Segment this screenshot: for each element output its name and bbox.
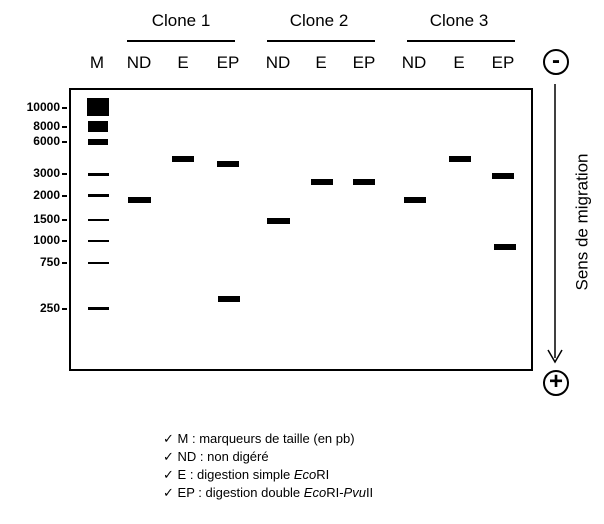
size-label-3000: 3000 [33,166,60,180]
size-label-2000: 2000 [33,188,60,202]
band-clone2-nd [267,218,290,224]
size-label-10000: 10000 [26,100,60,114]
band-marker-6000 [88,139,108,145]
clone-1-bracket [127,40,235,42]
band-clone3-nd [404,197,426,203]
band-marker-250 [88,307,109,310]
size-tick-750 [62,262,67,264]
band-marker-1500 [88,219,109,221]
lane-label-clone1-e: E [177,53,189,72]
size-label-8000: 8000 [33,119,60,133]
size-tick-10000 [62,107,67,109]
band-clone2-e [311,179,333,185]
size-tick-3000 [62,173,67,175]
band-clone1-nd [128,197,151,203]
clone-1-title: Clone 1 [151,11,211,30]
gel [69,88,533,371]
lane-label-clone2-nd: ND [265,53,291,72]
band-clone3-ep-large [492,173,514,179]
clone-3-title: Clone 3 [429,11,489,30]
lane-label-clone2-e: E [315,53,327,72]
lane-label-clone3-nd: ND [401,53,427,72]
migration-direction-label: Sens de migration [573,153,592,291]
band-clone3-e [449,156,471,162]
migration-arrow-icon [547,84,563,364]
band-marker-1000 [88,240,109,242]
lane-label-clone3-ep: EP [491,53,515,72]
lane-label-clone3-e: E [453,53,465,72]
size-tick-1000 [62,240,67,242]
anode-plus-icon: + [543,370,569,396]
size-tick-250 [62,308,67,310]
lane-label-clone1-nd: ND [126,53,152,72]
band-clone1-ep-small [218,296,240,302]
size-label-1000: 1000 [33,233,60,247]
size-label-250: 250 [39,301,60,315]
band-clone1-ep-large [217,161,239,167]
band-marker-2000 [88,194,109,197]
size-label-750: 750 [39,255,60,269]
band-clone3-ep-small [494,244,516,250]
legend-item-nd: ✓ ND : non digéré [163,449,269,464]
legend-item-ep: ✓ EP : digestion double EcoRI-PvuII [163,485,374,500]
band-marker-10000 [87,98,109,116]
size-tick-6000 [62,141,67,143]
lane-label-marker: M [89,53,105,72]
clone-2-bracket [267,40,375,42]
legend-item-marker: ✓ M : marqueurs de taille (en pb) [163,431,355,446]
band-clone1-e [172,156,194,162]
band-marker-750 [88,262,109,264]
size-tick-8000 [62,126,67,128]
size-tick-2000 [62,195,67,197]
band-marker-3000 [88,173,109,176]
size-label-1500: 1500 [33,212,60,226]
lane-label-clone2-ep: EP [352,53,376,72]
lane-label-clone1-ep: EP [216,53,240,72]
size-label-6000: 6000 [33,134,60,148]
clone-2-title: Clone 2 [289,11,349,30]
size-tick-1500 [62,219,67,221]
legend-item-e: ✓ E : digestion simple EcoRI [163,467,330,482]
cathode-minus-icon: - [543,48,569,75]
clone-3-bracket [407,40,515,42]
band-clone2-ep [353,179,375,185]
band-marker-8000 [88,121,108,132]
